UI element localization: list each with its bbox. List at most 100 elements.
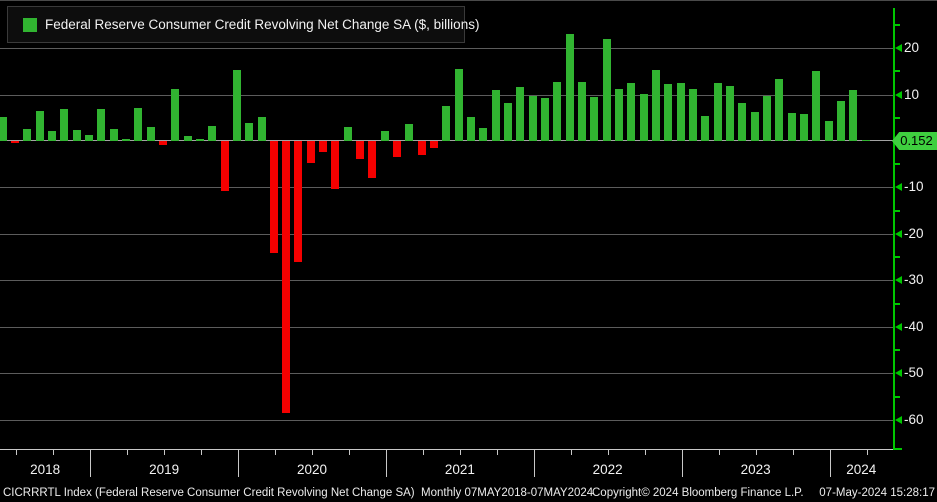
- bar-2018-06: [10, 141, 19, 144]
- bar-2021-08: [479, 127, 488, 141]
- x-quarter-tick: [275, 450, 276, 455]
- bar-2020-08: [331, 141, 340, 190]
- y-axis-label: 20: [904, 40, 920, 56]
- gridline: [0, 280, 893, 282]
- x-year-tick: [533, 450, 535, 477]
- y-axis-label: -10: [904, 179, 924, 195]
- status-bar: CICRRRTL Index (Federal Reserve Consumer…: [0, 483, 937, 502]
- y-minor-tick: [893, 70, 900, 73]
- x-quarter-tick: [312, 450, 313, 455]
- x-quarter-tick: [718, 450, 720, 455]
- x-quarter-tick: [570, 450, 572, 455]
- bar-2018-09: [47, 130, 56, 141]
- bar-2022-03: [565, 34, 574, 141]
- bar-2022-02: [553, 82, 562, 141]
- x-quarter-tick: [422, 450, 424, 455]
- bar-2023-04: [725, 86, 734, 141]
- bar-2019-08: [183, 135, 192, 141]
- bar-2022-08: [627, 82, 636, 141]
- bar-2021-07: [467, 116, 475, 141]
- bar-2023-05: [738, 103, 747, 141]
- x-quarter-tick: [164, 450, 166, 455]
- bar-2021-03: [417, 141, 426, 155]
- bar-2020-12: [380, 130, 389, 141]
- bar-2020-01: [245, 123, 254, 141]
- y-axis-label: -30: [904, 272, 924, 288]
- x-quarter-tick: [201, 450, 203, 455]
- bar-2021-01: [393, 141, 402, 157]
- bar-2019-04: [134, 107, 143, 141]
- y-tick-arrow-icon: [895, 369, 902, 378]
- bar-2019-01: [97, 108, 106, 141]
- y-tick-arrow-icon: [895, 44, 902, 53]
- y-tick-arrow-icon: [895, 90, 902, 99]
- bar-2021-06: [454, 69, 463, 141]
- bar-2023-08: [775, 79, 784, 141]
- bar-2021-11: [516, 86, 525, 141]
- y-axis-label: -20: [904, 225, 924, 241]
- bar-2019-03: [121, 139, 130, 141]
- bar-2018-11: [72, 129, 81, 141]
- bar-2023-11: [812, 71, 821, 141]
- bar-2021-05: [442, 105, 451, 141]
- bar-2022-11: [664, 83, 673, 141]
- copyright-text: Copyright© 2024 Bloomberg Finance L.P.: [592, 487, 804, 499]
- y-axis-label: -50: [904, 365, 924, 381]
- bar-2022-04: [578, 82, 586, 141]
- bar-2024-02: [849, 89, 858, 141]
- x-quarter-tick: [792, 450, 794, 455]
- x-quarter-tick: [349, 450, 350, 455]
- bar-2018-12: [84, 135, 93, 141]
- y-minor-tick: [893, 395, 900, 398]
- x-axis-year-label: 2020: [296, 462, 328, 477]
- gridline: [0, 326, 893, 328]
- bar-2019-07: [171, 88, 180, 141]
- bar-2022-12: [676, 82, 685, 141]
- x-axis-line: [0, 449, 893, 450]
- bar-2018-10: [60, 109, 69, 141]
- x-quarter-tick: [496, 450, 498, 455]
- bar-2021-10: [504, 103, 512, 141]
- bar-2019-05: [146, 126, 155, 141]
- bar-2018-07: [23, 128, 32, 141]
- x-quarter-tick: [866, 450, 868, 455]
- bar-2022-09: [639, 94, 648, 141]
- bar-2020-04: [282, 141, 291, 413]
- bar-2020-05: [294, 141, 303, 262]
- x-axis-year-label: 2022: [592, 462, 623, 477]
- y-axis-label: -40: [904, 318, 924, 334]
- x-axis-year-label: 2024: [846, 462, 877, 477]
- gridline: [0, 233, 893, 235]
- bar-2020-02: [257, 116, 266, 141]
- bar-2020-07: [319, 141, 328, 152]
- bar-2022-10: [651, 69, 660, 141]
- x-axis-year-label: 2018: [30, 462, 61, 477]
- bar-2019-09: [195, 139, 204, 141]
- y-axis-line: [893, 8, 895, 450]
- bar-2023-07: [762, 95, 771, 141]
- last-value-badge: 0.152: [892, 132, 937, 150]
- bar-2023-09: [787, 113, 796, 141]
- x-quarter-tick: [459, 450, 461, 455]
- bar-2021-02: [405, 123, 414, 141]
- legend[interactable]: Federal Reserve Consumer Credit Revolvin…: [7, 6, 479, 43]
- x-quarter-tick: [127, 450, 129, 455]
- bar-2023-10: [799, 114, 808, 141]
- datetime-text: 07-May-2024 15:28:17: [819, 487, 935, 499]
- x-quarter-tick: [644, 450, 646, 455]
- x-axis-year-label: 2023: [740, 462, 771, 477]
- x-year-tick: [829, 450, 831, 477]
- y-minor-tick: [893, 349, 900, 351]
- bar-2018-08: [35, 110, 44, 141]
- x-quarter-tick: [16, 450, 18, 455]
- gridline: [0, 419, 893, 421]
- bar-2019-12: [232, 69, 241, 141]
- x-quarter-tick: [755, 450, 757, 455]
- gridline: [0, 373, 893, 375]
- x-year-tick: [90, 450, 92, 477]
- gridline: [0, 187, 893, 189]
- y-minor-tick: [893, 23, 900, 26]
- bar-2021-04: [430, 141, 438, 148]
- legend-label: Federal Reserve Consumer Credit Revolvin…: [45, 17, 480, 32]
